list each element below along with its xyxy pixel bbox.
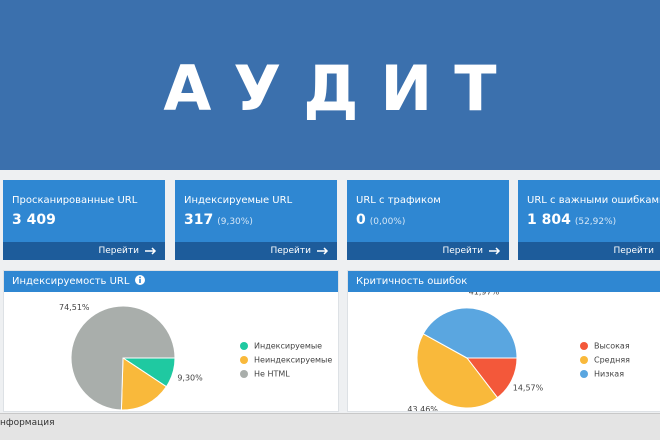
panel: Индексируемость URL9,30%Индексируемые16,… xyxy=(3,270,339,412)
pie-chart: 14,57% Высокая 43,46% Средняя 41,97% Низкая xyxy=(407,292,630,412)
legend-label: Не HTML xyxy=(254,370,290,379)
legend-swatch xyxy=(580,370,588,378)
legend-label: Низкая xyxy=(594,370,624,379)
slice-label: 43,46% xyxy=(407,405,438,412)
card-link[interactable]: Перейти xyxy=(613,246,655,256)
arrow-icon xyxy=(317,247,329,255)
arrow-shape xyxy=(317,247,329,255)
info-bar xyxy=(139,279,142,283)
info-dot xyxy=(139,276,142,279)
pie-slice xyxy=(416,333,499,409)
card-strip: Перейти xyxy=(347,242,509,260)
pie-slice xyxy=(422,307,518,359)
status-text: нформация xyxy=(0,418,55,428)
card-value-text: 0 xyxy=(356,212,366,228)
panel-header: Критичность ошибок xyxy=(348,271,660,292)
card-strip: Перейти xyxy=(518,242,660,260)
arrow-shape xyxy=(145,247,157,255)
card-value: 317 (9,30%) xyxy=(184,212,253,228)
card-strip: Перейти xyxy=(175,242,337,260)
panel-title: Индексируемость URL xyxy=(12,276,130,287)
card: Просканированные URL 3 409 Перейти xyxy=(3,180,165,260)
legend-swatch xyxy=(580,356,588,364)
card-note: (9,30%) xyxy=(217,217,253,227)
card-value-text: 1 804 xyxy=(527,212,571,228)
info-icon xyxy=(135,275,146,285)
pie-chart: 9,30%Индексируемые16,19%Неиндексируемые7… xyxy=(59,303,332,411)
panel-header: Индексируемость URL xyxy=(4,271,338,292)
card-strip: Перейти xyxy=(3,242,165,260)
legend-swatch xyxy=(240,370,248,378)
banner-title: АУДИТ xyxy=(163,52,519,125)
pie-slice xyxy=(70,305,176,411)
legend-label: Неиндексируемые xyxy=(254,356,332,365)
card-note: (0,00%) xyxy=(369,217,406,227)
card-value: 1 804 (52,92%) xyxy=(527,212,616,228)
card-title: Просканированные URL xyxy=(12,195,138,206)
arrow-shape xyxy=(489,247,501,255)
card-value: 3 409 xyxy=(12,212,56,228)
slice-label: 9,30% xyxy=(177,374,203,383)
slice-label: 41,97% xyxy=(469,292,500,297)
card-title: URL с важными ошибками xyxy=(527,195,660,206)
slice-label: 14,57% xyxy=(513,384,544,393)
card: URL с трафиком 0 (0,00%) Перейти xyxy=(347,180,509,260)
status-bar: нформация xyxy=(0,413,660,440)
legend-label: Высокая xyxy=(594,342,630,351)
panel-title: Критичность ошибок xyxy=(356,276,468,287)
card-title: URL с трафиком xyxy=(356,195,441,206)
slice-label: 74,51% xyxy=(59,303,90,312)
card-link[interactable]: Перейти xyxy=(442,246,484,256)
arrow-icon xyxy=(489,247,501,255)
legend-label: Индексируемые xyxy=(254,342,322,351)
legend-swatch xyxy=(240,356,248,364)
card-value-text: 317 xyxy=(184,212,214,228)
panel: Критичность ошибок 14,57% Высокая 43,46% Сре… xyxy=(347,270,660,412)
card-title: Индексируемые URL xyxy=(184,195,293,206)
card-link[interactable]: Перейти xyxy=(98,246,140,256)
arrow-icon xyxy=(145,247,157,255)
banner: АУДИТ xyxy=(0,0,660,170)
card-note: (52,92%) xyxy=(574,217,617,227)
card: Индексируемые URL 317 (9,30%) Перейти xyxy=(175,180,337,260)
card-link[interactable]: Перейти xyxy=(270,246,312,256)
pie-slice xyxy=(120,357,168,411)
card-value-text: 3 409 xyxy=(12,212,56,228)
legend-swatch xyxy=(240,342,248,350)
card: URL с важными ошибками 1 804 (52,92%) Перей… xyxy=(518,180,660,260)
legend-label: Средняя xyxy=(594,356,630,365)
legend-swatch xyxy=(580,342,588,350)
card-value: 0 (0,00%) xyxy=(356,212,405,228)
